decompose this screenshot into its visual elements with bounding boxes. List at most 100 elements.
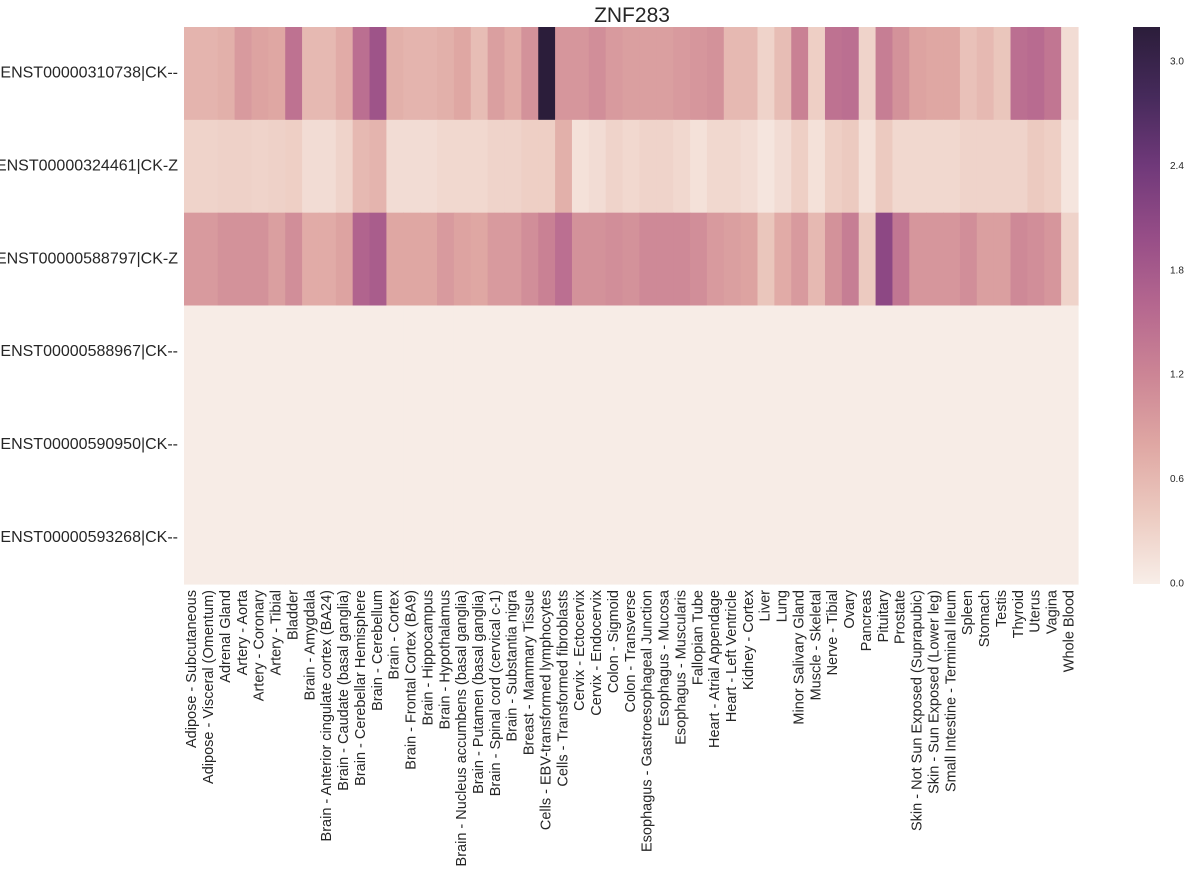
heatmap-cell	[234, 212, 253, 307]
heatmap-cell	[959, 119, 978, 214]
heatmap-cell	[487, 27, 506, 121]
heatmap-cell	[1044, 212, 1062, 307]
heatmap-cell	[858, 212, 877, 307]
heatmap-cell	[824, 119, 843, 214]
heatmap-cell	[622, 212, 641, 307]
heatmap-cell	[504, 27, 522, 121]
heatmap-cell	[420, 119, 438, 214]
heatmap-cell	[521, 27, 539, 121]
column-label: Bladder	[285, 590, 301, 640]
heatmap-cell	[690, 27, 708, 121]
heatmap-cell	[437, 119, 455, 214]
heatmap-cell	[791, 491, 809, 585]
heatmap-cell	[605, 119, 624, 214]
column-label: Brain - Hippocampus	[420, 590, 436, 725]
heatmap-cell	[200, 491, 219, 585]
heatmap-cell	[470, 27, 489, 121]
column-label: Lung	[775, 590, 791, 622]
heatmap-cell	[740, 305, 759, 399]
heatmap-cell	[943, 305, 961, 399]
heatmap-cell	[605, 398, 624, 492]
column-labels: Adipose - Subcutaneous Adipose - Visceral…	[184, 589, 1077, 866]
heatmap-cell	[639, 27, 657, 121]
heatmap-cell	[437, 27, 455, 121]
heatmap-cell	[1027, 398, 1045, 492]
heatmap-cell	[521, 119, 539, 214]
heatmap-cell	[318, 27, 337, 121]
heatmap-cell	[234, 491, 253, 585]
heatmap-cell	[740, 27, 759, 121]
heatmap-cell	[251, 491, 269, 585]
heatmap-cell	[639, 212, 657, 307]
heatmap-cell	[470, 119, 489, 214]
heatmap-cell	[824, 398, 843, 492]
heatmap-cell	[757, 398, 775, 492]
column-label: Colon - Sigmoid	[606, 590, 622, 693]
heatmap-cell	[571, 491, 590, 585]
heatmap-cell	[217, 27, 236, 121]
heatmap-cell	[841, 305, 860, 399]
heatmap-cell	[184, 398, 202, 492]
column-label: Testis	[994, 590, 1010, 627]
heatmap-cell	[656, 212, 674, 307]
heatmap-cell	[1061, 398, 1079, 492]
heatmap-cell	[943, 398, 961, 492]
heatmap-cell	[184, 27, 202, 121]
heatmap-cell	[268, 398, 286, 492]
heatmap-cell	[200, 305, 219, 399]
heatmap-cell	[875, 305, 894, 399]
heatmap-cell	[723, 398, 742, 492]
heatmap-cell	[538, 212, 556, 307]
heatmap-cell	[335, 212, 354, 307]
heatmap-cell	[723, 212, 742, 307]
column-label: Skin - Sun Exposed (Lower leg)	[926, 590, 942, 794]
heatmap-cell	[487, 398, 506, 492]
heatmap-cell	[959, 305, 978, 399]
heatmap-cell	[352, 119, 371, 214]
heatmap-cell	[639, 119, 657, 214]
heatmap-cell	[1010, 212, 1028, 307]
heatmap-cell	[318, 119, 337, 214]
heatmap-cell	[184, 119, 202, 214]
heatmap-cell	[504, 119, 522, 214]
heatmap-cell	[673, 212, 691, 307]
heatmap-cell	[437, 398, 455, 492]
heatmap-cell	[234, 398, 253, 492]
column-label: Vagina	[1045, 589, 1061, 634]
heatmap-cell	[690, 398, 708, 492]
heatmap-cell	[352, 491, 371, 585]
heatmap-cell	[369, 491, 388, 585]
heatmap-cell	[555, 305, 573, 399]
column-label: Esophagus - Gastroesophageal Junction	[640, 590, 656, 852]
heatmap-cell	[1044, 119, 1062, 214]
heatmap-cell	[926, 491, 944, 585]
colorbar-tick-label: 0.6	[1170, 474, 1184, 485]
heatmap-cell	[420, 212, 438, 307]
heatmap-cell	[420, 398, 438, 492]
heatmap-cell	[622, 398, 641, 492]
column-label: Pancreas	[859, 590, 875, 651]
column-label: Heart - Atrial Appendage	[707, 590, 723, 748]
colorbar-tick-label: 1.8	[1170, 265, 1184, 276]
heatmap-cell	[909, 398, 927, 492]
heatmap-cell	[420, 27, 438, 121]
heatmap-cell	[268, 305, 286, 399]
heatmap-cell	[723, 27, 742, 121]
heatmap-cell	[318, 305, 337, 399]
column-label: Artery - Coronary	[252, 589, 268, 701]
column-label: Brain - Nucleus accumbens (basal ganglia…	[454, 590, 470, 866]
heatmap-cell	[437, 305, 455, 399]
heatmap-cell	[1061, 119, 1079, 214]
heatmap-cell	[504, 398, 522, 492]
column-label: Brain - Cortex	[387, 589, 403, 679]
heatmap-cell	[285, 305, 303, 399]
heatmap-cell	[808, 305, 826, 399]
heatmap-cell	[926, 119, 944, 214]
heatmap-cell	[1061, 305, 1079, 399]
column-label: Esophagus - Mucosa	[657, 589, 673, 726]
heatmap-cell	[909, 119, 927, 214]
heatmap-cell	[656, 398, 674, 492]
heatmap-cell	[403, 398, 421, 492]
column-label: Nerve - Tibial	[825, 590, 841, 675]
heatmap-cell	[993, 27, 1012, 121]
